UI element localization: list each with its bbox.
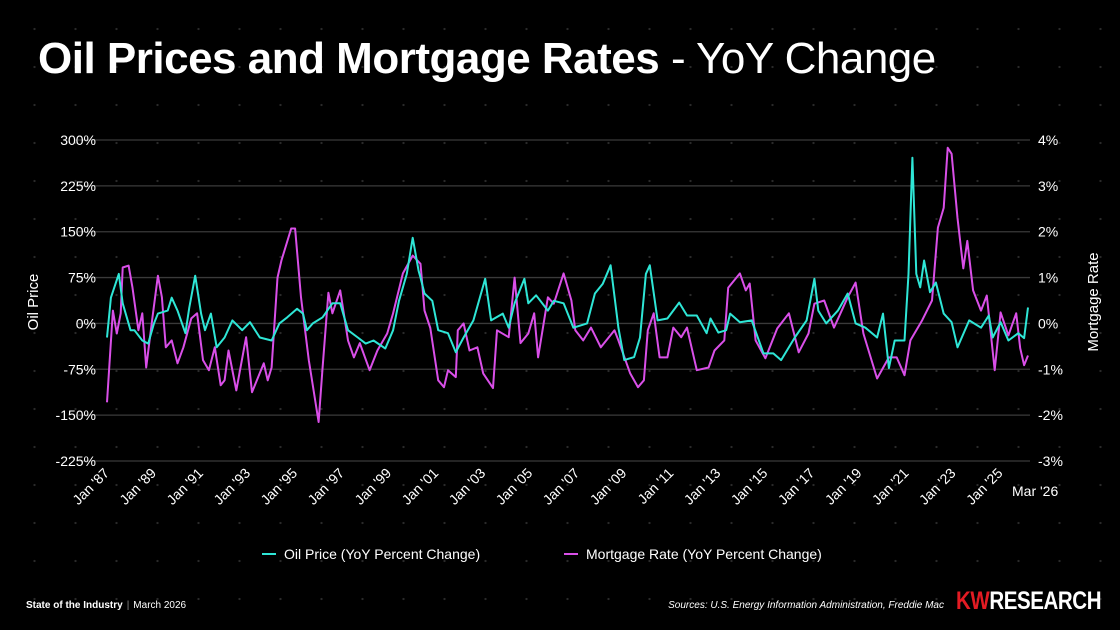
footer-sources: Sources: U.S. Energy Information Adminis… (668, 600, 944, 611)
legend-label-mortgage: Mortgage Rate (YoY Percent Change) (586, 546, 822, 562)
page-title: Oil Prices and Mortgage Rates - YoY Chan… (38, 34, 936, 84)
y-tick-label-right: 2% (1038, 224, 1058, 240)
x-tick-label: Jan '93 (210, 465, 253, 508)
y-tick-label-right: 3% (1038, 178, 1058, 194)
y-tick-label-right: 1% (1038, 270, 1058, 286)
x-tick-label: Jan '01 (398, 465, 441, 508)
brand-logo: KWRESEARCH (956, 587, 1102, 616)
y-tick-label-right: 0% (1038, 315, 1058, 331)
title-main: Oil Prices and Mortgage Rates (38, 34, 660, 83)
x-tick-label: Jan '19 (822, 465, 865, 508)
y-tick-label-right: -3% (1038, 453, 1063, 469)
y-tick-label-left: -75% (63, 361, 96, 377)
x-tick-label: Jan '07 (539, 465, 582, 508)
x-tick-label: Mar '26 (1012, 483, 1058, 499)
x-tick-label: Jan '23 (916, 465, 959, 508)
x-tick-label: Jan '03 (445, 465, 488, 508)
x-tick-label: Jan '09 (587, 465, 630, 508)
x-tick-label: Jan '25 (963, 465, 1006, 508)
series-line-mortgage-rate (106, 146, 1029, 423)
legend-swatch-mortgage (564, 553, 578, 555)
y-tick-label-right: -1% (1038, 361, 1063, 377)
y-tick-label-left: 300% (60, 132, 96, 148)
y-axis-label-right: Mortgage Rate (1085, 252, 1102, 351)
x-tick-label: Jan '99 (351, 465, 394, 508)
legend-swatch-oil (262, 553, 276, 555)
footer-separator: | (126, 600, 130, 611)
x-tick-label: Jan '13 (681, 465, 724, 508)
x-tick-label: Jan '11 (634, 465, 676, 507)
footer-left: State of the Industry | March 2026 (26, 600, 186, 611)
footer-date: March 2026 (133, 600, 187, 611)
x-tick-label: Jan '91 (163, 465, 206, 508)
legend-item-mortgage: Mortgage Rate (YoY Percent Change) (564, 546, 822, 562)
brand-kw: KW (956, 587, 990, 615)
x-tick-label: Jan '95 (257, 465, 300, 508)
y-tick-label-left: -150% (56, 407, 96, 423)
y-tick-label-left: 150% (60, 224, 96, 240)
x-tick-label: Jan '17 (775, 465, 818, 508)
y-tick-label-left: 75% (68, 270, 96, 286)
x-tick-label: Jan '15 (728, 465, 771, 508)
y-axis-label-left: Oil Price (25, 274, 42, 331)
series-line-oil-price (106, 156, 1029, 370)
x-tick-label: Jan '21 (869, 465, 912, 508)
footer-report-name: State of the Industry (26, 600, 123, 611)
y-tick-label-left: 0% (76, 315, 96, 331)
brand-research: RESEARCH (989, 587, 1102, 615)
y-tick-label-right: -2% (1038, 407, 1063, 423)
x-tick-label: Jan '87 (69, 465, 112, 508)
y-tick-label-left: -225% (56, 453, 96, 469)
title-subtitle: - YoY Change (659, 34, 936, 83)
x-tick-label: Jan '05 (492, 465, 535, 508)
legend-label-oil: Oil Price (YoY Percent Change) (284, 546, 481, 562)
x-tick-label: Jan '97 (304, 465, 347, 508)
x-tick-label: Jan '89 (116, 465, 159, 508)
y-tick-label-right: 4% (1038, 132, 1058, 148)
y-tick-label-left: 225% (60, 178, 96, 194)
legend-item-oil: Oil Price (YoY Percent Change) (262, 546, 480, 562)
